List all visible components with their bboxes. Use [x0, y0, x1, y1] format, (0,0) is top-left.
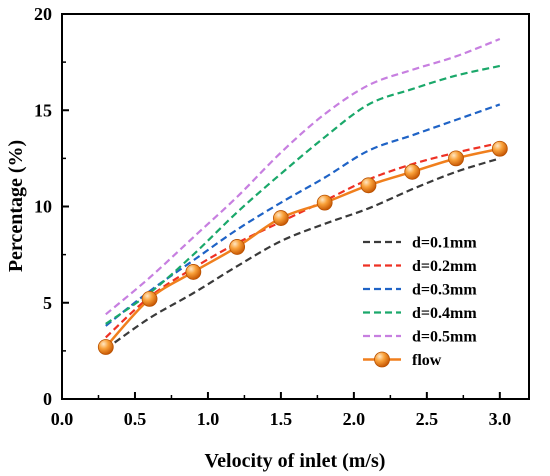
- flow-point: [97, 339, 114, 355]
- flow-point: [273, 210, 289, 226]
- x-tick-label: 0.0: [51, 409, 74, 429]
- y-tick-label: 5: [43, 293, 52, 313]
- legend: d=0.1mm d=0.2mm d=0.3mm d=0.4mm d=0.5mm flow: [363, 235, 477, 369]
- flow-point: [185, 264, 202, 280]
- y-tick-label: 15: [34, 100, 52, 120]
- x-tick-label: 2.0: [343, 409, 366, 429]
- x-tick-label: 1.0: [197, 409, 220, 429]
- y-tick-label: 20: [34, 4, 52, 24]
- legend-label: flow: [412, 352, 442, 369]
- y-tick-label: 10: [34, 197, 52, 217]
- legend-label: d=0.5mm: [412, 329, 477, 346]
- flow-point: [316, 194, 333, 211]
- legend-label: d=0.1mm: [412, 235, 477, 252]
- x-tick-label: 0.5: [124, 409, 147, 429]
- flow-point: [448, 150, 464, 167]
- x-tick-label: 3.0: [489, 409, 512, 429]
- x-tick-label: 2.5: [416, 409, 439, 429]
- flow-point: [360, 177, 377, 194]
- series-line-3: [105, 64, 501, 325]
- legend-label: d=0.4mm: [412, 305, 477, 322]
- x-axis-title: Velocity of inlet (m/s): [205, 450, 386, 472]
- flow-point: [141, 290, 158, 307]
- flow-point: [229, 239, 246, 255]
- y-axis-title: Percentage (%): [5, 140, 27, 272]
- legend-marker: [374, 351, 390, 368]
- flow-point: [404, 163, 421, 180]
- x-tick-label: 1.5: [270, 409, 293, 429]
- series-line-4: [105, 38, 501, 316]
- series-layer: [97, 38, 508, 355]
- ticks-layer: 0.0 0.5 1.0 1.5 2.0 2.5 3.0 0 5 10 15 20: [34, 4, 511, 429]
- flow-point: [491, 140, 508, 157]
- series-line-0: [105, 157, 501, 350]
- legend-label: d=0.3mm: [412, 282, 477, 299]
- legend-label: d=0.2mm: [412, 258, 477, 275]
- series-line-5: [104, 147, 501, 348]
- series-line-1: [105, 141, 501, 339]
- y-tick-label: 0: [43, 389, 52, 409]
